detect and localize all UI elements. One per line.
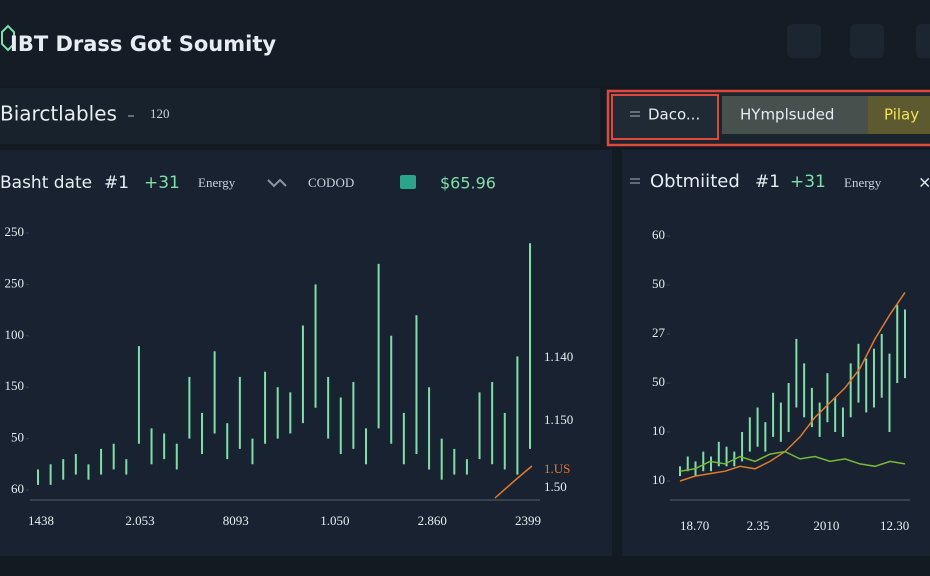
panel	[622, 150, 930, 556]
y-tick-label: 60	[652, 227, 665, 242]
axis-label: 1.140	[544, 349, 573, 364]
trend-decoration	[494, 465, 533, 499]
y-tick-label: 10	[652, 472, 665, 487]
y-tick-label: 150	[5, 378, 25, 393]
top-bar	[0, 0, 930, 85]
tab-label: Daco...	[648, 106, 700, 124]
panel	[0, 150, 612, 556]
menu-icon	[630, 111, 640, 117]
app-title: IBT Drass Got Soumity	[10, 32, 276, 56]
icon-button[interactable]	[916, 24, 930, 58]
y-tick-label: 27	[652, 325, 666, 340]
panel-title: Basht date	[0, 173, 92, 193]
x-tick-label: 1.050	[320, 513, 349, 528]
icon	[267, 178, 287, 188]
y-tick-label: 250	[5, 275, 25, 290]
x-tick-label: 2010	[813, 518, 839, 533]
line-series	[679, 291, 906, 482]
x-tick-label: 2.053	[125, 513, 154, 528]
icon-button[interactable]	[787, 24, 821, 58]
y-tick-label: 100	[5, 327, 25, 342]
tab[interactable]	[868, 96, 930, 134]
icon-button[interactable]	[850, 24, 884, 58]
x-tick-label: 8093	[223, 513, 249, 528]
y-tick-label: 60	[11, 481, 24, 496]
toolbar-value: 120	[150, 106, 170, 121]
panel-title: Obtmiited	[650, 171, 740, 192]
y-tick-label: 50	[652, 276, 665, 291]
category: Energy	[844, 175, 882, 190]
line-series	[679, 450, 906, 472]
axis-label: 1.50	[544, 479, 567, 494]
toolbar-title: Biarctlables	[0, 102, 117, 126]
axis-label: 1.150	[544, 412, 573, 427]
change: +31	[790, 172, 826, 192]
badge: #1	[104, 173, 129, 193]
tab[interactable]	[611, 94, 719, 140]
x-tick-label: 2.35	[747, 518, 770, 533]
badge: #1	[755, 172, 780, 192]
tab-label: HYmplsuded	[740, 106, 834, 124]
change: +31	[144, 173, 180, 193]
x-tick-label: 1438	[28, 513, 54, 528]
axis-label: 1.US	[544, 461, 570, 476]
menu-icon	[630, 178, 640, 184]
y-tick-label: 50	[652, 374, 665, 389]
toolbar	[0, 88, 600, 144]
icon	[400, 175, 416, 189]
tab-label: Pilay	[884, 106, 919, 124]
tab[interactable]	[722, 96, 868, 134]
x-tick-label: 12.30	[880, 518, 909, 533]
x-tick-label: 18.70	[680, 518, 709, 533]
close-button[interactable]: ×	[918, 173, 930, 192]
y-tick-label: 250	[5, 224, 25, 239]
logo	[1, 24, 15, 52]
price: $65.96	[440, 174, 496, 193]
category: Energy	[198, 175, 236, 190]
symbol: CODOD	[308, 175, 354, 190]
x-tick-label: 2399	[515, 513, 541, 528]
y-tick-label: 50	[11, 430, 24, 445]
x-tick-label: 2.860	[418, 513, 447, 528]
y-tick-label: 10	[652, 423, 665, 438]
